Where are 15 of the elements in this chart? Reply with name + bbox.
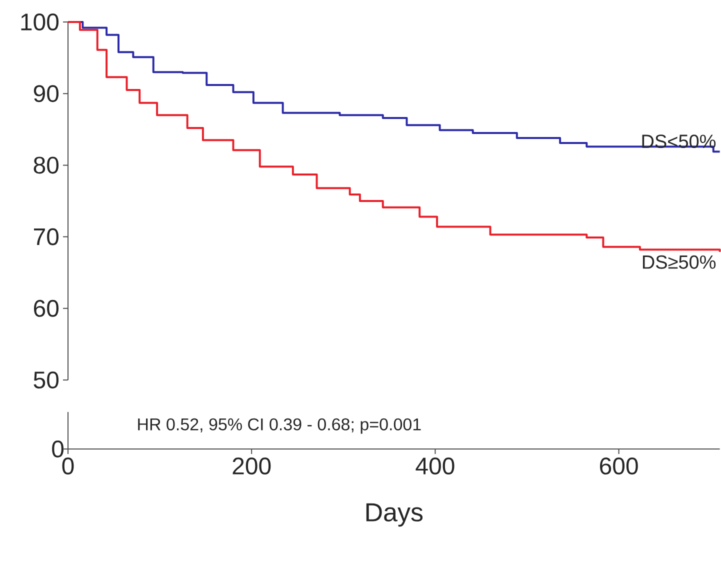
- y-tick-label: 100: [21, 14, 59, 30]
- y-tick-label: 80: [34, 156, 59, 174]
- x-tick-label: 200: [232, 458, 271, 475]
- y-tick-label: 60: [34, 300, 59, 317]
- y-tick-label: 70: [34, 228, 59, 246]
- series-label: DS<50%: [642, 134, 716, 148]
- x-tick-label: 400: [416, 458, 454, 475]
- text: HR 0.52, 95% CI 0.39 - 0.68; p=0.001: [138, 418, 421, 434]
- y-tick-label: 90: [34, 85, 59, 102]
- series-label: DS≥50%: [642, 255, 716, 269]
- text: 0: [52, 440, 64, 458]
- x-tick-label: 600: [600, 458, 638, 475]
- x-axis-title: Days: [366, 503, 423, 527]
- x-tick-label: 0: [62, 458, 74, 475]
- y-tick-label: 50: [34, 372, 59, 388]
